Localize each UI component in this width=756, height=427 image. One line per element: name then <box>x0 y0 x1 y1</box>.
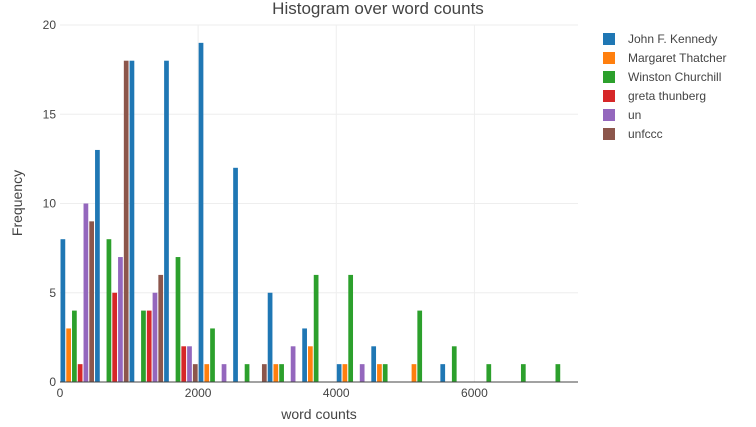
bar[interactable] <box>261 364 267 382</box>
bar[interactable] <box>198 42 204 382</box>
grid-lines <box>60 24 578 382</box>
bar[interactable] <box>342 364 348 382</box>
x-axis-ticks: 0 2000 4000 6000 <box>57 386 488 400</box>
bar[interactable] <box>417 310 423 382</box>
legend-item[interactable]: un <box>603 108 641 122</box>
bar[interactable] <box>152 292 158 382</box>
bar[interactable] <box>555 364 561 382</box>
bar[interactable] <box>520 364 526 382</box>
bar[interactable] <box>112 292 118 382</box>
x-tick-label: 4000 <box>323 386 350 400</box>
legend-swatch <box>603 52 615 64</box>
bar[interactable] <box>164 60 169 382</box>
bar[interactable] <box>221 364 227 382</box>
bar[interactable] <box>336 364 342 382</box>
y-tick-label: 15 <box>43 107 57 121</box>
bar[interactable] <box>175 257 181 382</box>
legend-swatch <box>603 33 615 45</box>
y-tick-label: 20 <box>43 18 57 32</box>
y-tick-label: 10 <box>43 197 57 211</box>
legend[interactable]: John F. Kennedy Margaret Thatcher Winston … <box>603 32 727 141</box>
x-tick-label: 0 <box>57 386 64 400</box>
bar[interactable] <box>377 364 382 382</box>
bar[interactable] <box>210 328 215 382</box>
legend-label: John F. Kennedy <box>628 32 717 46</box>
bar[interactable] <box>118 257 123 382</box>
legend-item[interactable]: Winston Churchill <box>603 70 721 84</box>
legend-swatch <box>603 109 615 121</box>
bar[interactable] <box>129 60 135 382</box>
y-axis-title: Frequency <box>9 170 25 236</box>
bar[interactable] <box>204 364 210 382</box>
bar[interactable] <box>290 346 296 382</box>
bar[interactable] <box>411 364 417 382</box>
bar[interactable] <box>267 292 273 382</box>
bar[interactable] <box>371 346 377 382</box>
bar[interactable] <box>302 328 307 382</box>
bar[interactable] <box>95 149 100 382</box>
bar[interactable] <box>440 364 446 382</box>
bar[interactable] <box>66 328 71 382</box>
bar[interactable] <box>273 364 279 382</box>
bars-group <box>60 42 561 383</box>
legend-item[interactable]: Margaret Thatcher <box>603 51 727 65</box>
bar[interactable] <box>146 310 152 382</box>
bar[interactable] <box>72 310 77 382</box>
legend-label: Margaret Thatcher <box>628 51 727 65</box>
y-tick-label: 5 <box>49 286 56 300</box>
legend-item[interactable]: unfccc <box>603 127 663 141</box>
bar[interactable] <box>451 346 457 382</box>
bar[interactable] <box>181 346 187 382</box>
legend-label: Winston Churchill <box>628 70 721 84</box>
bar[interactable] <box>382 364 388 382</box>
bar[interactable] <box>158 274 164 382</box>
bar[interactable] <box>77 364 83 382</box>
bar[interactable] <box>359 364 365 382</box>
legend-swatch <box>603 128 615 140</box>
legend-label: un <box>628 108 641 122</box>
bar[interactable] <box>123 60 129 382</box>
bar[interactable] <box>106 239 112 382</box>
legend-label: unfccc <box>628 127 663 141</box>
chart-title: Histogram over word counts <box>272 0 484 18</box>
x-tick-label: 6000 <box>461 386 488 400</box>
bar[interactable] <box>233 167 238 382</box>
x-axis-title: word counts <box>280 406 356 422</box>
bar[interactable] <box>313 274 319 382</box>
bar[interactable] <box>83 203 89 383</box>
bar[interactable] <box>192 364 198 382</box>
bar[interactable] <box>187 346 192 382</box>
legend-item[interactable]: John F. Kennedy <box>603 32 717 46</box>
legend-item[interactable]: greta thunberg <box>603 89 706 103</box>
bar[interactable] <box>279 364 284 382</box>
bar[interactable] <box>348 274 354 382</box>
legend-label: greta thunberg <box>628 89 706 103</box>
bar[interactable] <box>308 346 313 382</box>
x-tick-label: 2000 <box>185 386 212 400</box>
bar[interactable] <box>244 364 250 382</box>
legend-swatch <box>603 90 615 102</box>
bar[interactable] <box>141 310 146 382</box>
y-axis-ticks: 0 5 10 15 20 <box>43 18 57 389</box>
bar[interactable] <box>89 221 95 382</box>
bar[interactable] <box>486 364 492 382</box>
bar[interactable] <box>60 239 66 382</box>
y-tick-label: 0 <box>49 375 56 389</box>
legend-swatch <box>603 71 615 83</box>
